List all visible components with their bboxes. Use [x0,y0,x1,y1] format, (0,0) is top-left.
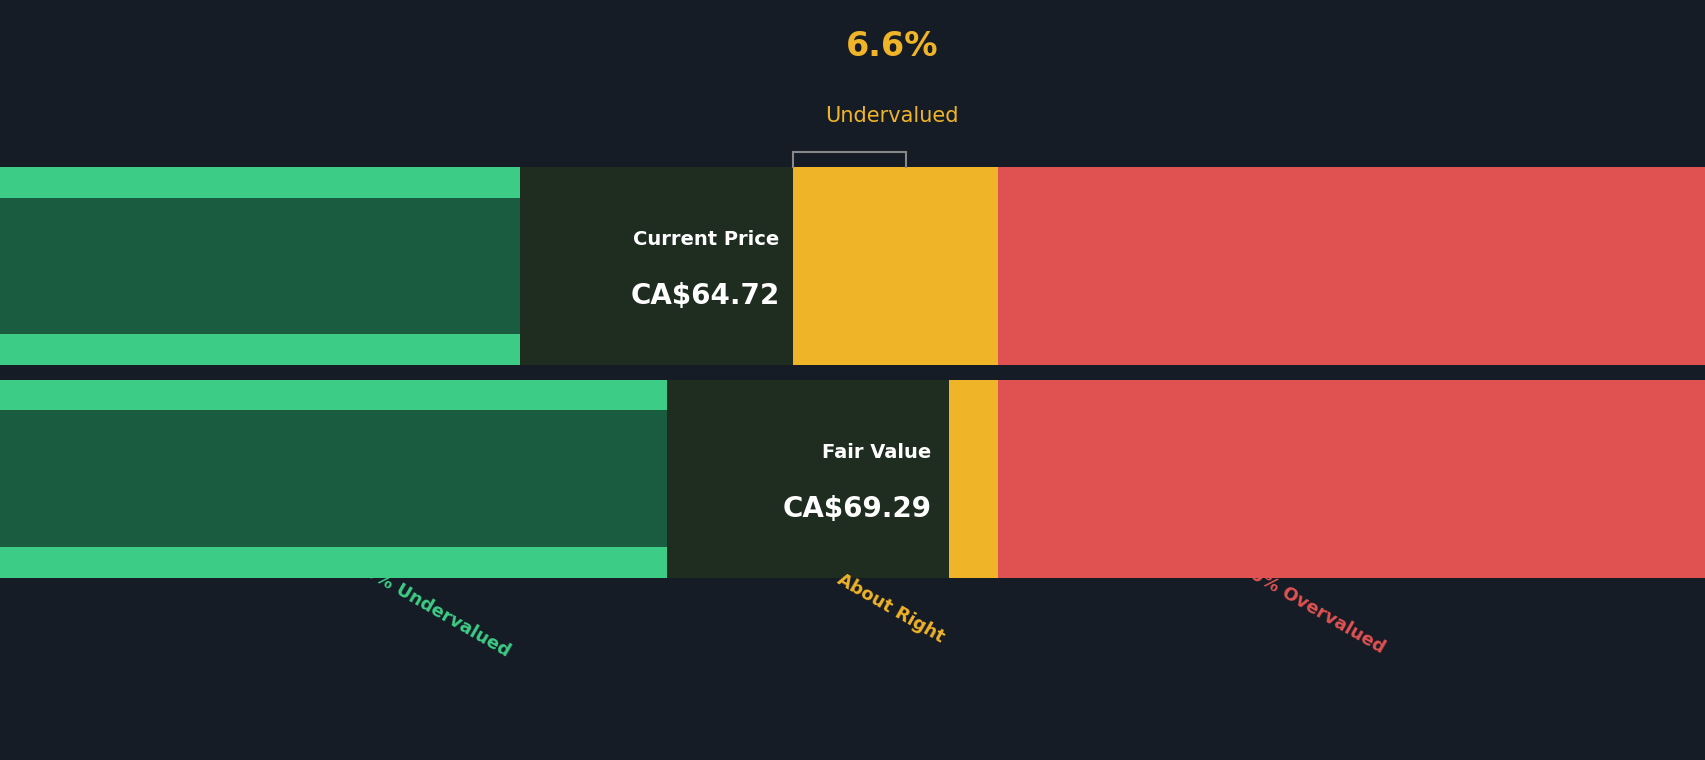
Text: CA$64.72: CA$64.72 [631,283,779,310]
Text: CA$69.29: CA$69.29 [783,496,931,523]
Bar [997,198,1705,334]
Bar [997,167,1705,198]
Text: Current Price: Current Price [633,230,779,249]
Text: 6.6%: 6.6% [846,30,938,63]
Bar [997,547,1705,578]
Bar [0,547,793,578]
Bar [793,547,997,578]
Text: Fair Value: Fair Value [822,442,931,461]
Bar [793,167,997,198]
Text: 20% Undervalued: 20% Undervalued [350,556,513,660]
Bar [0,334,793,365]
Text: About Right: About Right [834,570,948,646]
FancyBboxPatch shape [667,380,948,578]
Bar [793,410,997,547]
Text: 20% Overvalued: 20% Overvalued [1236,559,1388,657]
Bar [0,167,793,198]
Text: Undervalued: Undervalued [825,106,958,126]
FancyBboxPatch shape [520,167,793,365]
Bar [997,334,1705,365]
Bar [997,410,1705,547]
Bar [0,410,793,547]
Bar [793,198,997,334]
Bar [793,334,997,365]
Bar [793,380,997,410]
Bar [0,380,793,410]
Bar [997,380,1705,410]
Bar [0,198,793,334]
